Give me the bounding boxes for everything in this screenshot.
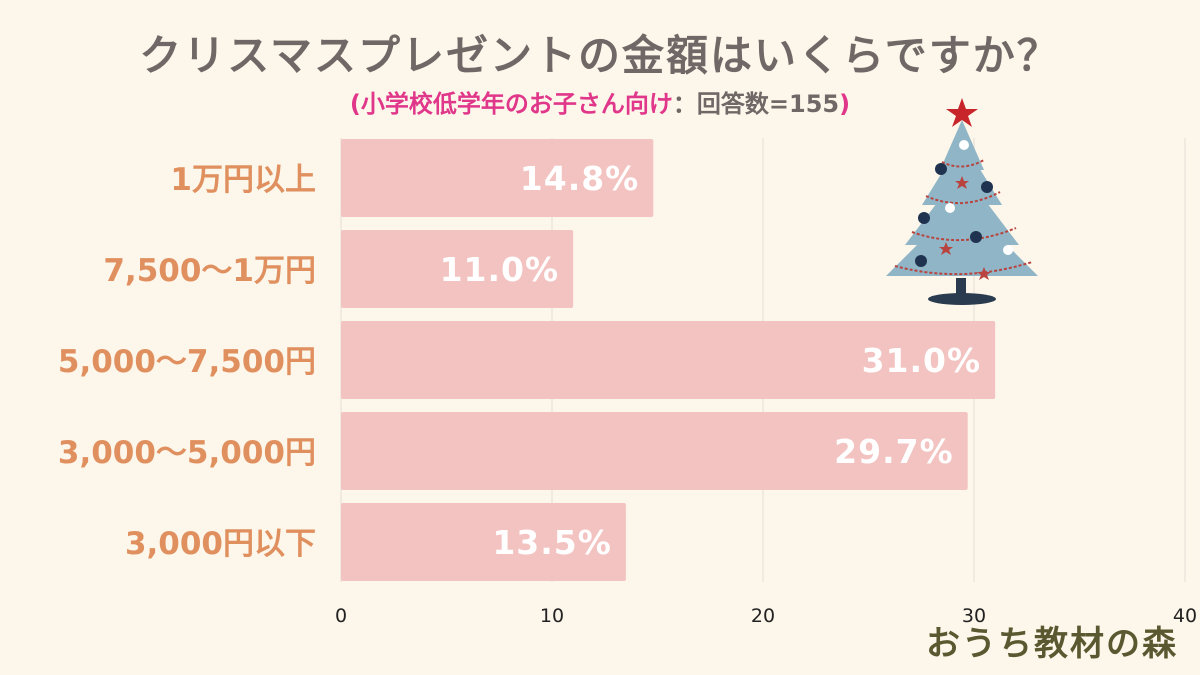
bar-value-label: 29.7% [834,432,954,471]
bar-value-label: 31.0% [862,341,982,380]
x-tick-label: 10 [540,605,564,627]
brand-logo: おうち教材の森 [926,624,1178,664]
x-tick-label: 30 [962,605,986,627]
category-label: 1万円以上 [170,162,316,198]
category-label: 3,000円以下 [125,526,316,562]
subtitle-highlight: 小学校低学年のお子さん向け [360,90,673,118]
bar-layer: 14.8% 1万円以上 11.0% 7,500〜1万円 31.0% 5,000〜7,500… [58,139,996,581]
bar-value-label: 11.0% [440,250,560,289]
bar-value-label: 13.5% [492,523,612,562]
subtitle-open-paren: ( [349,90,361,118]
category-label: 7,500〜1万円 [103,253,316,289]
x-tick-label: 0 [335,605,347,627]
subtitle-close-paren: ) [839,90,851,118]
subtitle-rest: ：回答数=155 [672,90,840,118]
category-label: 5,000〜7,500円 [58,344,316,380]
chart-subtitle: (小学校低学年のお子さん向け：回答数=155) [0,84,1200,119]
x-tick-label: 20 [751,605,775,627]
bar [341,230,574,308]
bar [341,321,996,399]
category-label: 3,000〜5,000円 [58,435,316,471]
christmas-tree-icon [886,98,1038,305]
chart-title: クリスマスプレゼントの金額はいくらですか？ [139,31,1061,80]
x-tick-label: 40 [1173,605,1197,627]
bar [341,139,654,217]
bar [341,503,626,581]
bar-value-label: 14.8% [520,159,640,198]
bar [341,412,968,490]
